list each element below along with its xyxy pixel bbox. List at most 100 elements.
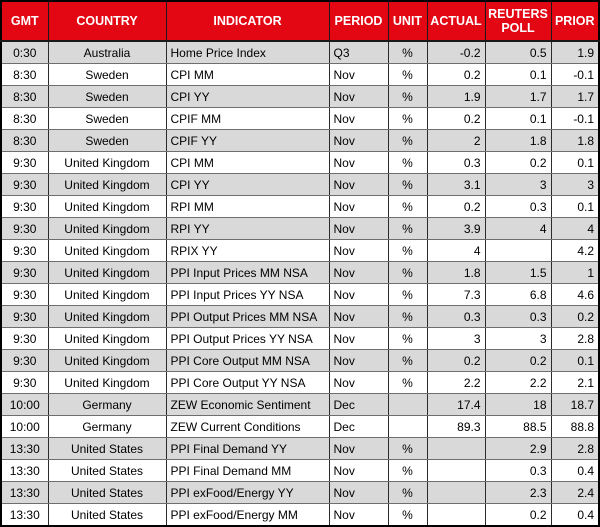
cell-unit: % (387, 327, 428, 350)
cell-indicator: PPI Input Prices MM NSA (165, 261, 330, 284)
cell-unit: % (387, 349, 428, 372)
cell-actual: 0.2 (426, 107, 486, 130)
cell-period: Nov (328, 305, 389, 328)
table-row: 8:30 Sweden CPI YY Nov% 1.9 1.7 1.7 (0, 85, 600, 108)
cell-unit: % (387, 283, 428, 306)
cell-indicator: PPI exFood/Energy YY (165, 481, 330, 504)
cell-prior: 0.2 (550, 305, 600, 328)
cell-unit: % (387, 85, 428, 108)
table-row: 8:30 Sweden CPIF MM Nov% 0.2 0.1 -0.1 (0, 107, 600, 130)
cell-unit: % (387, 261, 428, 284)
cell-unit: % (387, 305, 428, 328)
table-row: 8:30 Sweden CPIF YY Nov% 2 1.8 1.8 (0, 129, 600, 152)
cell-actual: 3.1 (426, 173, 486, 196)
cell-country: United Kingdom (47, 349, 167, 372)
cell-period: Nov (328, 151, 389, 174)
cell-gmt: 9:30 (0, 305, 49, 328)
cell-reuters-poll: 0.2 (484, 349, 552, 372)
cell-unit: % (387, 437, 428, 460)
cell-reuters-poll: 4 (484, 217, 552, 240)
table-row: 13:30 United States PPI exFood/Energy MM No… (0, 503, 600, 527)
cell-unit: % (387, 107, 428, 130)
table-row: 9:30 United Kingdom RPI MM Nov% 0.2 0.3 0.1 (0, 195, 600, 218)
cell-gmt: 9:30 (0, 173, 49, 196)
cell-gmt: 0:30 (0, 40, 49, 64)
cell-unit: % (387, 173, 428, 196)
cell-prior: 4.2 (550, 239, 600, 262)
column-header-period: PERIOD (328, 1, 389, 42)
cell-gmt: 9:30 (0, 327, 49, 350)
cell-prior: 1.9 (550, 40, 600, 64)
cell-prior: 0.1 (550, 151, 600, 174)
table-row: 9:30 United Kingdom CPI YY Nov% 3.1 3 3 (0, 173, 600, 196)
table-header: GMT COUNTRY INDICATOR PERIOD UNIT ACTUAL… (0, 1, 600, 42)
cell-prior: -0.1 (550, 63, 600, 86)
table-row: 9:30 United Kingdom PPI Output Prices YY N… (0, 327, 600, 350)
cell-prior: 2.8 (550, 437, 600, 460)
cell-gmt: 13:30 (0, 481, 49, 504)
cell-period: Nov (328, 437, 389, 460)
cell-actual (426, 481, 486, 504)
cell-prior: 2.4 (550, 481, 600, 504)
cell-unit: % (387, 239, 428, 262)
cell-period: Nov (328, 371, 389, 394)
cell-indicator: ZEW Economic Sentiment (165, 393, 330, 416)
cell-reuters-poll: 0.5 (484, 40, 552, 64)
cell-country: United Kingdom (47, 261, 167, 284)
cell-indicator: RPIX YY (165, 239, 330, 262)
cell-prior: 1 (550, 261, 600, 284)
table-row: 9:30 United Kingdom CPI MM Nov% 0.3 0.2 0.1 (0, 151, 600, 174)
cell-actual: 3.9 (426, 217, 486, 240)
cell-indicator: CPIF MM (165, 107, 330, 130)
cell-gmt: 9:30 (0, 371, 49, 394)
cell-unit (387, 393, 428, 416)
cell-unit: % (387, 40, 428, 64)
cell-gmt: 8:30 (0, 63, 49, 86)
cell-gmt: 10:00 (0, 415, 49, 438)
cell-reuters-poll: 1.5 (484, 261, 552, 284)
cell-prior: 18.7 (550, 393, 600, 416)
cell-gmt: 9:30 (0, 261, 49, 284)
cell-period: Nov (328, 261, 389, 284)
table-row: 13:30 United States PPI Final Demand YY Nov… (0, 437, 600, 460)
table-row: 9:30 United Kingdom PPI Core Output YY NSA… (0, 371, 600, 394)
cell-gmt: 13:30 (0, 437, 49, 460)
cell-actual: 0.2 (426, 195, 486, 218)
table-row: 9:30 United Kingdom RPI YY Nov% 3.9 4 4 (0, 217, 600, 240)
column-header-gmt: GMT (0, 1, 49, 42)
table-row: 10:00 Germany ZEW Economic Sentiment Dec 17.… (0, 393, 600, 416)
cell-country: United States (47, 459, 167, 482)
table-row: 9:30 United Kingdom PPI Output Prices MM N… (0, 305, 600, 328)
cell-gmt: 10:00 (0, 393, 49, 416)
cell-indicator: PPI Core Output MM NSA (165, 349, 330, 372)
cell-prior: 0.4 (550, 459, 600, 482)
cell-gmt: 13:30 (0, 459, 49, 482)
cell-actual: 0.3 (426, 151, 486, 174)
cell-country: United Kingdom (47, 283, 167, 306)
table-body: 0:30 Australia Home Price Index Q3% -0.2 0.5 1… (0, 40, 600, 527)
cell-country: United States (47, 503, 167, 527)
cell-prior: 2.1 (550, 371, 600, 394)
cell-country: United Kingdom (47, 173, 167, 196)
cell-actual: 1.8 (426, 261, 486, 284)
cell-period: Nov (328, 327, 389, 350)
cell-indicator: PPI Final Demand MM (165, 459, 330, 482)
cell-country: United Kingdom (47, 371, 167, 394)
cell-reuters-poll: 2.2 (484, 371, 552, 394)
table-row: 10:00 Germany ZEW Current Conditions Dec 89.… (0, 415, 600, 438)
cell-unit: % (387, 151, 428, 174)
cell-actual: 3 (426, 327, 486, 350)
cell-indicator: CPI MM (165, 151, 330, 174)
cell-actual: 2.2 (426, 371, 486, 394)
cell-prior: 2.8 (550, 327, 600, 350)
cell-prior: 1.7 (550, 85, 600, 108)
cell-gmt: 9:30 (0, 195, 49, 218)
cell-reuters-poll: 0.1 (484, 63, 552, 86)
cell-period: Nov (328, 195, 389, 218)
cell-period: Nov (328, 503, 389, 527)
cell-prior: -0.1 (550, 107, 600, 130)
cell-gmt: 9:30 (0, 349, 49, 372)
cell-reuters-poll: 3 (484, 327, 552, 350)
cell-actual: 2 (426, 129, 486, 152)
